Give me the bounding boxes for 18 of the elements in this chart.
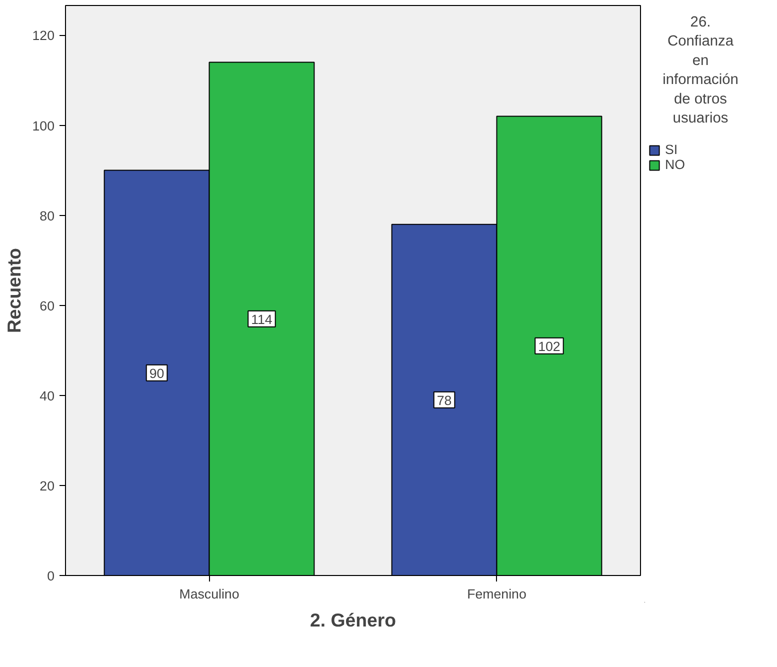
legend-label: NO [665,157,685,172]
y-axis-title: Recuento [3,248,24,333]
x-tick-label: Masculino [179,586,240,602]
x-axis-title: 2. Género [310,610,396,630]
y-tick-label: 120 [32,28,55,44]
y-tick-label: 20 [40,478,55,494]
legend-title: 26. Confianza en información de otros usuarios [662,14,738,126]
legend-label: SI [665,142,679,157]
data-label: 102 [538,338,560,354]
y-tick-label: 100 [32,118,55,134]
data-label: 114 [251,312,273,327]
y-tick-label: 40 [40,388,55,404]
data-label: 90 [149,366,164,381]
x-tick-label: Femenino [467,586,526,602]
y-tick-label: 60 [40,298,55,314]
y-tick-label: 80 [40,208,55,224]
data-label: 78 [436,392,452,408]
y-tick-label: 0 [47,568,55,584]
